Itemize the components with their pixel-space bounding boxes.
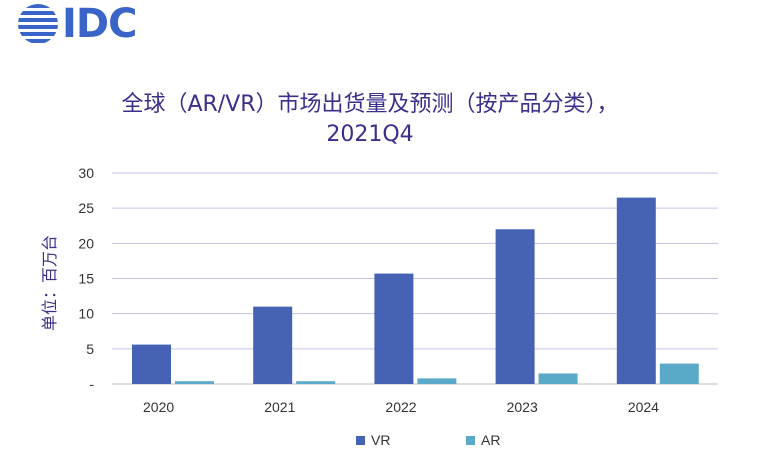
x-tick-label: 2020 bbox=[143, 399, 174, 415]
bar-ar-2023 bbox=[538, 373, 578, 384]
legend-swatch-ar bbox=[466, 435, 475, 445]
legend: VR AR bbox=[0, 432, 757, 452]
chart-subtitle: 2021Q4 bbox=[326, 122, 414, 147]
legend-swatch-vr bbox=[356, 435, 365, 445]
y-tick-label: 15 bbox=[78, 271, 94, 287]
bar-vr-2020 bbox=[132, 344, 171, 384]
bar-vr-2021 bbox=[253, 306, 293, 384]
bar-vr-2022 bbox=[374, 273, 414, 384]
idc-logo: IDC bbox=[16, 1, 137, 47]
bar-ar-2024 bbox=[659, 363, 699, 384]
x-tick-label: 2022 bbox=[385, 399, 416, 415]
legend-item-vr: VR bbox=[356, 432, 390, 448]
bar-vr-2024 bbox=[616, 197, 656, 384]
y-tick-label: 10 bbox=[78, 306, 94, 322]
globe-icon bbox=[18, 4, 58, 43]
logo-text: IDC bbox=[62, 1, 137, 47]
y-tick-label: 20 bbox=[78, 235, 94, 251]
bar-ar-2021 bbox=[296, 381, 336, 384]
bar-ar-2022 bbox=[417, 378, 457, 384]
y-tick-label: 30 bbox=[78, 165, 94, 181]
y-tick-label: 5 bbox=[86, 341, 94, 357]
y-tick-label: 25 bbox=[78, 200, 94, 216]
x-tick-label: 2023 bbox=[507, 399, 538, 415]
chart-title: 全球（AR/VR）市场出货量及预测（按产品分类）， bbox=[121, 92, 619, 117]
x-tick-label: 2024 bbox=[628, 399, 659, 415]
legend-item-ar: AR bbox=[466, 432, 500, 448]
x-tick-label: 2021 bbox=[264, 399, 295, 415]
y-tick-label: - bbox=[89, 376, 94, 392]
legend-label-vr: VR bbox=[371, 432, 391, 448]
bar-vr-2023 bbox=[495, 229, 535, 384]
bar-ar-2020 bbox=[175, 381, 214, 384]
legend-label-ar: AR bbox=[481, 432, 501, 448]
